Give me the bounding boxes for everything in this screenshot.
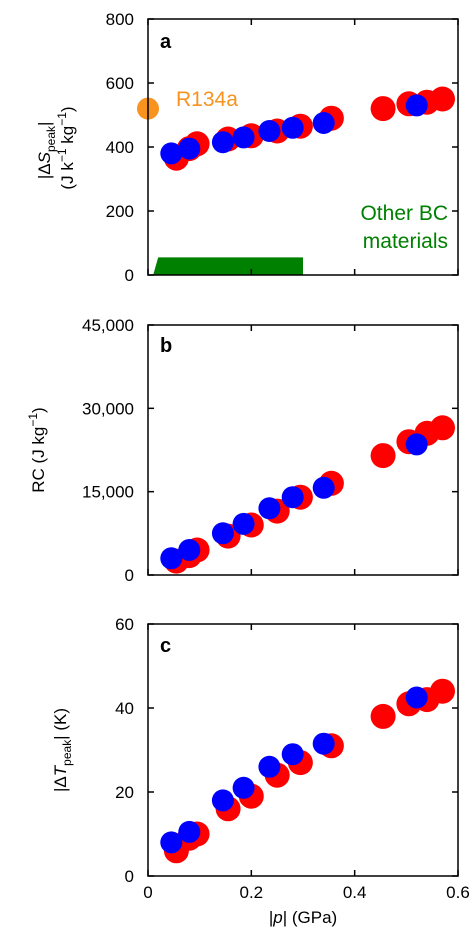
x-tick-label: 0.6 [446, 883, 470, 902]
ylabel-a-part: peak [44, 125, 58, 152]
data-point-blue [312, 732, 335, 755]
data-point-blue [312, 476, 335, 499]
panel-c-frame [147, 623, 459, 877]
y-tick-label: 600 [106, 74, 134, 93]
y-tick-label: 40 [115, 699, 134, 718]
y-tick-label: 800 [106, 10, 134, 29]
panel-c-xlabel: |p| (GPa) [269, 908, 337, 927]
data-point-blue [211, 131, 234, 154]
ylabel-a-part: −1 [55, 148, 69, 162]
panel-a-yticks: 0 200 400 600 800 [106, 10, 459, 285]
panel-b-frame [147, 324, 459, 576]
panel-c-yticks: 0 20 40 60 [115, 615, 458, 886]
ylabel-a-part: | [35, 122, 54, 126]
x-tick-label: 0.4 [343, 883, 367, 902]
data-point-blue [281, 486, 304, 509]
panel-a-ylabel: |ΔSpeak| (J k−1 kg−1) [35, 106, 77, 189]
data-point-blue [258, 120, 281, 142]
ylabel-a-part: −1 [55, 112, 69, 126]
ylabel-a-part: ) [58, 106, 77, 112]
ylabel-a-part: (J k [58, 162, 77, 190]
data-point-red [370, 703, 396, 729]
ylabel-c-part: | (K) [51, 708, 70, 740]
annotation-other-bc-line2: materials [363, 230, 448, 253]
data-point-red [430, 678, 455, 704]
data-point-red [430, 415, 455, 441]
data-point-blue [211, 522, 234, 545]
data-point-blue [232, 776, 255, 799]
data-point-blue [160, 142, 183, 165]
panel-c-xticks: 0 0.2 0.4 0.6 [143, 624, 470, 902]
data-point-red [370, 443, 396, 469]
data-point-blue [258, 497, 281, 520]
data-point-blue [211, 789, 234, 812]
xlabel-c-part: p [272, 908, 282, 927]
ylabel-b-part: −1 [26, 413, 40, 427]
ylabel-b-part: RC (J kg [29, 427, 48, 493]
y-tick-label: 30,000 [82, 399, 134, 418]
data-point-blue [312, 112, 335, 134]
data-point-blue [178, 137, 201, 160]
ylabel-c-part: peak [60, 739, 74, 766]
data-point-blue [405, 433, 428, 456]
data-point-blue [232, 126, 255, 149]
ylabel-c-part: T [51, 764, 70, 776]
xlabel-c-part: | (GPa) [283, 908, 337, 927]
ylabel-a-part: S [35, 151, 54, 163]
data-point-blue [232, 512, 255, 535]
y-tick-label: 0 [125, 867, 134, 886]
y-tick-label: 60 [115, 615, 134, 634]
panel-b-yticks: 0 15,000 30,000 45,000 [82, 316, 459, 585]
y-tick-label: 15,000 [82, 483, 134, 502]
data-point-blue [178, 820, 201, 843]
data-point-red [370, 96, 396, 122]
xlabel-c-part: | [269, 908, 273, 927]
ylabel-c-part: |Δ [51, 776, 70, 792]
data-point-blue [281, 116, 304, 139]
panel-a-letter: a [160, 31, 172, 53]
y-tick-label: 45,000 [82, 316, 134, 335]
y-tick-label: 20 [115, 783, 134, 802]
panel-c: 0 20 40 60 0 0.2 0.4 0.6 c |ΔTpeak| (K) |p| (G… [51, 615, 470, 927]
x-tick-label: 0 [143, 883, 152, 902]
data-point-blue [160, 547, 183, 570]
ylabel-a-part: kg [58, 126, 77, 149]
panel-c-ylabel: |ΔTpeak| (K) [51, 708, 74, 792]
y-tick-label: 0 [125, 566, 134, 585]
y-tick-label: 0 [125, 266, 134, 285]
ylabel-b-part: ) [29, 407, 48, 413]
data-point-blue [178, 539, 201, 561]
ylabel-a-part: |Δ [35, 163, 54, 179]
panel-c-marks [160, 678, 455, 864]
data-point-blue [258, 755, 281, 778]
data-point-blue [281, 743, 304, 766]
panel-c-letter: c [160, 635, 171, 657]
data-point-blue [405, 686, 428, 709]
data-point-red [430, 86, 455, 112]
data-point-blue [160, 831, 183, 854]
y-tick-label: 200 [106, 202, 134, 221]
panel-b-ylabel: RC (J kg−1) [26, 407, 48, 492]
other-bc-materials-bar [153, 257, 303, 275]
data-point-blue [405, 94, 428, 117]
panel-b-marks [160, 415, 455, 574]
x-tick-label: 0.2 [240, 883, 264, 902]
panel-a-marks [137, 86, 455, 275]
annotation-other-bc-line1: Other BC [360, 202, 448, 225]
panel-b-letter: b [160, 335, 172, 357]
panel-b: 0 15,000 30,000 45,000 b RC (J kg−1) [26, 316, 459, 585]
y-tick-label: 400 [106, 138, 134, 157]
annotation-r134a: R134a [176, 88, 238, 111]
